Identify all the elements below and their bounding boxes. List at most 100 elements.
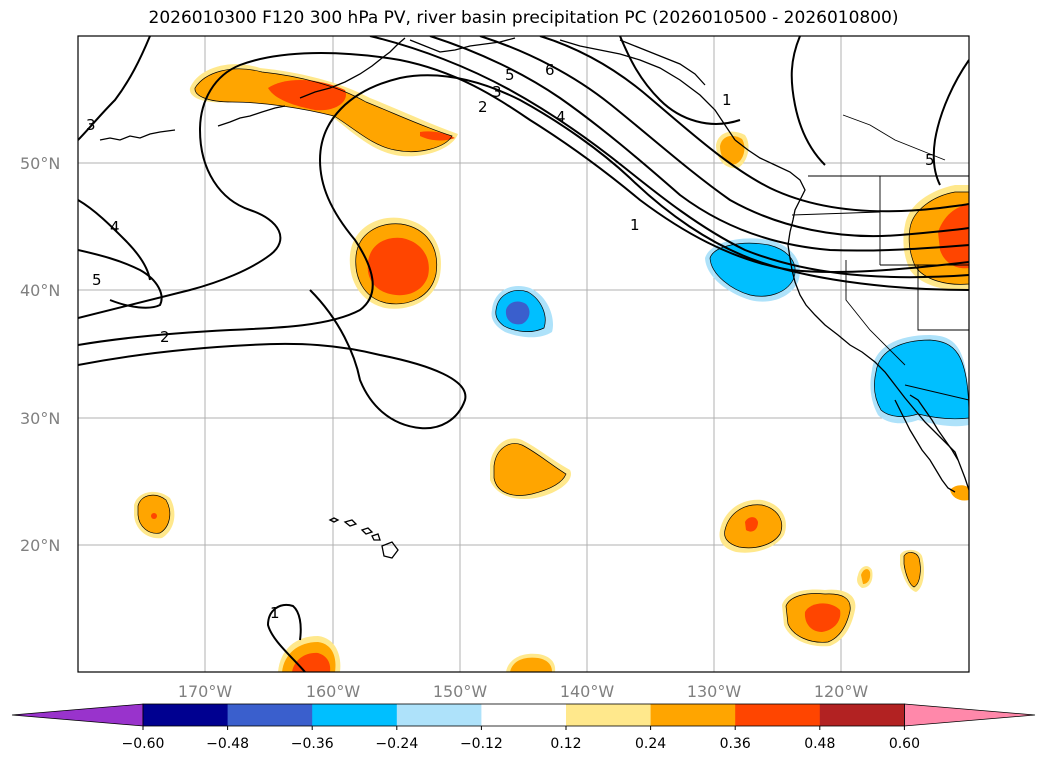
lon-label-130w: 130°W xyxy=(687,682,742,701)
west-coast xyxy=(734,139,969,491)
anomaly-gulf-alaska-high-2 xyxy=(420,131,455,141)
border-bc-ab xyxy=(842,114,946,161)
contour-5 xyxy=(479,36,969,238)
colorbar-tick-label: −0.12 xyxy=(460,736,503,752)
hawaii-maui xyxy=(371,533,381,541)
colorbar-tick-label: −0.60 xyxy=(122,736,165,752)
contour-1-south xyxy=(266,604,306,672)
contour-4 xyxy=(429,36,969,252)
colorbar: −0.60 −0.48 −0.36 −0.24 −0.12 0.12 0.24 0.36 0.4… xyxy=(11,703,1036,752)
colorbar-extend-low xyxy=(11,703,144,727)
aleutians-east xyxy=(217,105,286,127)
contour-1-north xyxy=(619,36,741,125)
colorbar-tick-label: 0.24 xyxy=(635,736,666,752)
colorbar-segment xyxy=(650,704,736,726)
anomaly-neg-midpac-high xyxy=(505,301,530,325)
contour-5-west xyxy=(78,249,163,309)
map-frame-bg xyxy=(78,36,969,672)
contour-1-main xyxy=(78,74,969,346)
anomaly-bottom-b-mid xyxy=(510,657,552,672)
hawaii-oahu xyxy=(343,519,358,527)
colorbar-segment xyxy=(143,704,229,726)
contour-label: 2 xyxy=(160,328,170,346)
colorbar-segment xyxy=(735,704,821,726)
colorbar-segment xyxy=(227,704,313,726)
baja-west xyxy=(894,399,956,493)
colorbar-tick-label: 0.60 xyxy=(889,736,920,752)
aleutians-west xyxy=(99,129,176,141)
panhandle-islands xyxy=(619,39,706,86)
contour-label: 4 xyxy=(556,108,566,126)
hawaii-molokai xyxy=(360,527,374,535)
anomaly-baja-sw-high xyxy=(745,517,758,532)
lon-label-150w: 150°W xyxy=(433,682,488,701)
contour-label: 1 xyxy=(722,91,732,109)
colorbar-extend-high xyxy=(904,703,1036,727)
colorbar-tick-label: 0.48 xyxy=(804,736,835,752)
pv-contours xyxy=(78,36,969,672)
contour-label: 5 xyxy=(92,271,102,289)
anomaly-nw-coast-mid xyxy=(710,243,796,297)
alaska-panhandle xyxy=(559,39,736,141)
anomaly-west-hawaii-high xyxy=(151,513,157,519)
colorbar-tick-label: −0.36 xyxy=(291,736,334,752)
anomaly-baja-tip xyxy=(950,485,969,501)
contour-5-north xyxy=(790,36,826,166)
anomaly-south-pac-mid xyxy=(494,443,566,496)
colorbar-tick-label: 0.12 xyxy=(550,736,581,752)
anomaly-southwest-mid xyxy=(874,340,969,419)
contour-label: 5 xyxy=(925,151,935,169)
gulf-of-california xyxy=(909,394,959,461)
border-us-mexico xyxy=(904,384,969,401)
contour-label: 4 xyxy=(110,218,120,236)
anomaly-gulf-alaska-mid xyxy=(194,68,452,152)
contour-3-west xyxy=(78,36,151,141)
border-nv-ca xyxy=(845,260,906,366)
longitude-labels: 170°W 160°W 150°W 140°W 130°W 120°W xyxy=(178,682,869,701)
lat-label-20n: 20°N xyxy=(20,536,60,555)
contour-label: 3 xyxy=(492,83,502,101)
colorbar-segment xyxy=(312,704,398,726)
borders xyxy=(791,114,969,401)
contour-2-main xyxy=(78,52,969,319)
contour-3 xyxy=(369,36,969,279)
lon-label-140w: 140°W xyxy=(560,682,615,701)
lon-label-120w: 120°W xyxy=(814,682,869,701)
gridlines xyxy=(78,36,969,672)
colorbar-tick-label: −0.24 xyxy=(375,736,418,752)
anomaly-south-a-high xyxy=(804,603,841,632)
colorbar-tick-label: −0.48 xyxy=(206,736,249,752)
border-or-wa xyxy=(791,211,881,216)
map-frame xyxy=(77,35,970,673)
contour-label: 6 xyxy=(545,61,555,79)
contour-6 xyxy=(539,36,969,213)
colorbar-segment xyxy=(566,704,652,726)
colorbar-segment xyxy=(819,704,905,726)
colorbar-tick-label: 0.36 xyxy=(720,736,751,752)
anomaly-northeast-high xyxy=(938,205,969,269)
lat-label-40n: 40°N xyxy=(20,281,60,300)
contour-label: 1 xyxy=(630,216,640,234)
contour-label: 5 xyxy=(505,66,515,84)
contour-4-west xyxy=(78,199,151,281)
lat-label-50n: 50°N xyxy=(20,154,60,173)
contour-label: 3 xyxy=(86,116,96,134)
anomaly-south-b-mid xyxy=(861,569,871,584)
lon-label-160w: 160°W xyxy=(306,682,361,701)
coastlines xyxy=(99,37,969,559)
contour-2-lower xyxy=(78,289,467,430)
anomaly-midpac-high xyxy=(367,237,429,296)
hawaii-kauai xyxy=(328,517,340,523)
anomaly-outlines xyxy=(137,68,969,643)
contour-5-east xyxy=(932,59,969,186)
contour-label: 1 xyxy=(270,604,280,622)
lat-label-30n: 30°N xyxy=(20,409,60,428)
colorbar-segment xyxy=(481,704,567,726)
colorbar-segment xyxy=(396,704,482,726)
alaska-peninsula xyxy=(299,37,406,99)
border-ut-az xyxy=(917,265,969,331)
contour-label: 2 xyxy=(478,98,488,116)
contour-labels: 1 2 3 4 5 6 1 2 3 4 5 1 5 xyxy=(86,61,935,622)
hawaii-big-island xyxy=(381,541,399,559)
